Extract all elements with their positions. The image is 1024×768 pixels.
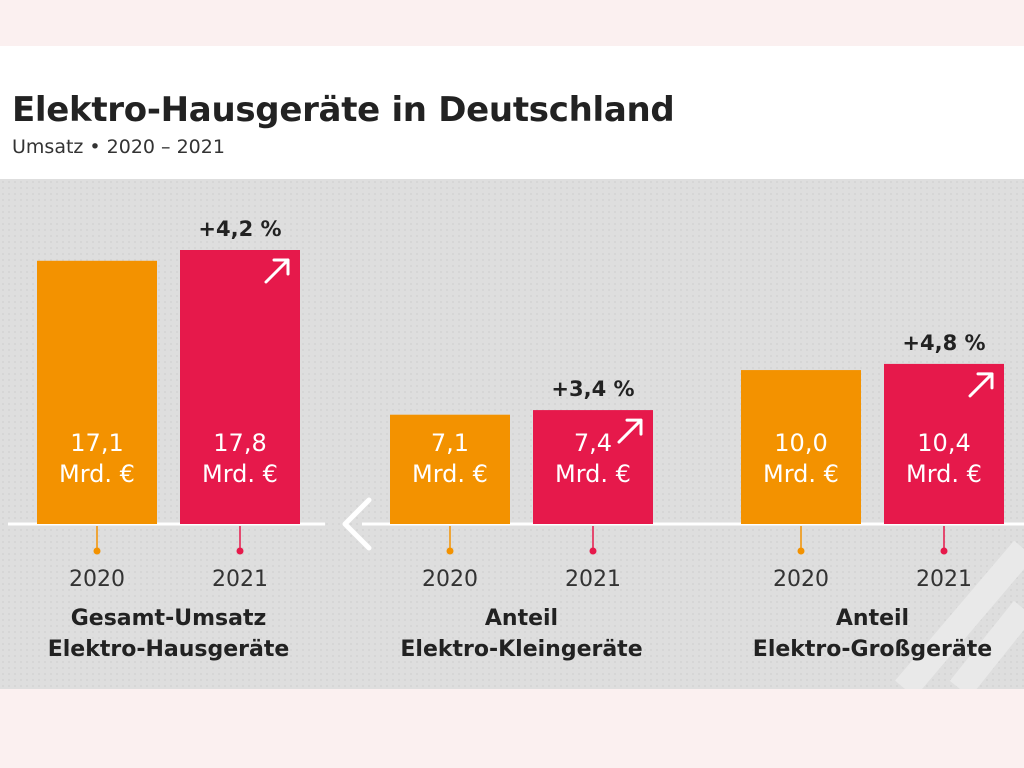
- bar-unit-label: Mrd. €: [555, 460, 631, 488]
- bar-value-label: 10,4: [917, 429, 970, 457]
- bar-unit-label: Mrd. €: [763, 460, 839, 488]
- bar-unit-label: Mrd. €: [412, 460, 488, 488]
- bar-value-label: 7,1: [431, 429, 469, 457]
- group-label-line1: Anteil: [485, 606, 558, 631]
- tick-dot: [589, 547, 597, 555]
- change-percent-label: +4,2 %: [198, 217, 281, 241]
- tick-dot: [93, 547, 101, 555]
- year-tick-label: 2021: [565, 567, 621, 592]
- year-tick-label: 2021: [212, 567, 268, 592]
- tick-dot: [797, 547, 805, 555]
- chart-subtitle: Umsatz • 2020 – 2021: [12, 136, 225, 158]
- year-tick-label: 2021: [916, 567, 972, 592]
- tick-dot: [940, 547, 948, 555]
- year-tick-label: 2020: [773, 567, 829, 592]
- tick-dot: [446, 547, 454, 555]
- header: Elektro-Hausgeräte in Deutschland Umsatz…: [0, 46, 1024, 179]
- bar-value-label: 17,8: [213, 429, 266, 457]
- arrow-up-right-icon: [264, 258, 290, 284]
- group-label-line1: Gesamt-Umsatz: [71, 606, 267, 631]
- bar-unit-label: Mrd. €: [906, 460, 982, 488]
- bar-unit-label: Mrd. €: [59, 460, 135, 488]
- group-label-line2: Elektro-Hausgeräte: [48, 637, 290, 662]
- change-percent-label: +3,4 %: [551, 377, 634, 401]
- bar-2020-group-3: [741, 370, 861, 524]
- bar-2021-group-3: [884, 363, 1004, 524]
- chart-panel: 17,1 Mrd. € 2020 17,8 Mrd. € 2021 +4,2 % Gesamt…: [0, 179, 1024, 698]
- group-label-line2: Elektro-Großgeräte: [753, 637, 992, 662]
- bar-2021-group-1: [180, 250, 300, 524]
- bar-2020-group-2: [390, 414, 510, 524]
- tick-dot: [236, 547, 244, 555]
- background-chevron-decoration: [895, 540, 1024, 698]
- bar-chart: 17,1 Mrd. € 2020 17,8 Mrd. € 2021 +4,2 % Gesamt…: [8, 217, 1024, 698]
- arrow-up-right-icon: [968, 372, 994, 398]
- arrow-left-icon: [342, 497, 372, 551]
- bar-value-label: 10,0: [774, 429, 827, 457]
- change-percent-label: +4,8 %: [902, 331, 985, 355]
- bar-value-label: 7,4: [574, 429, 612, 457]
- bar-2020-group-1: [37, 260, 157, 524]
- chart-title: Elektro-Hausgeräte in Deutschland: [12, 90, 675, 130]
- year-tick-label: 2020: [69, 567, 125, 592]
- arrow-up-right-icon: [617, 418, 643, 444]
- bar-value-label: 17,1: [70, 429, 123, 457]
- group-label-line1: Anteil: [836, 606, 909, 631]
- bar-unit-label: Mrd. €: [202, 460, 278, 488]
- year-tick-label: 2020: [422, 567, 478, 592]
- group-label-line2: Elektro-Kleingeräte: [400, 637, 642, 662]
